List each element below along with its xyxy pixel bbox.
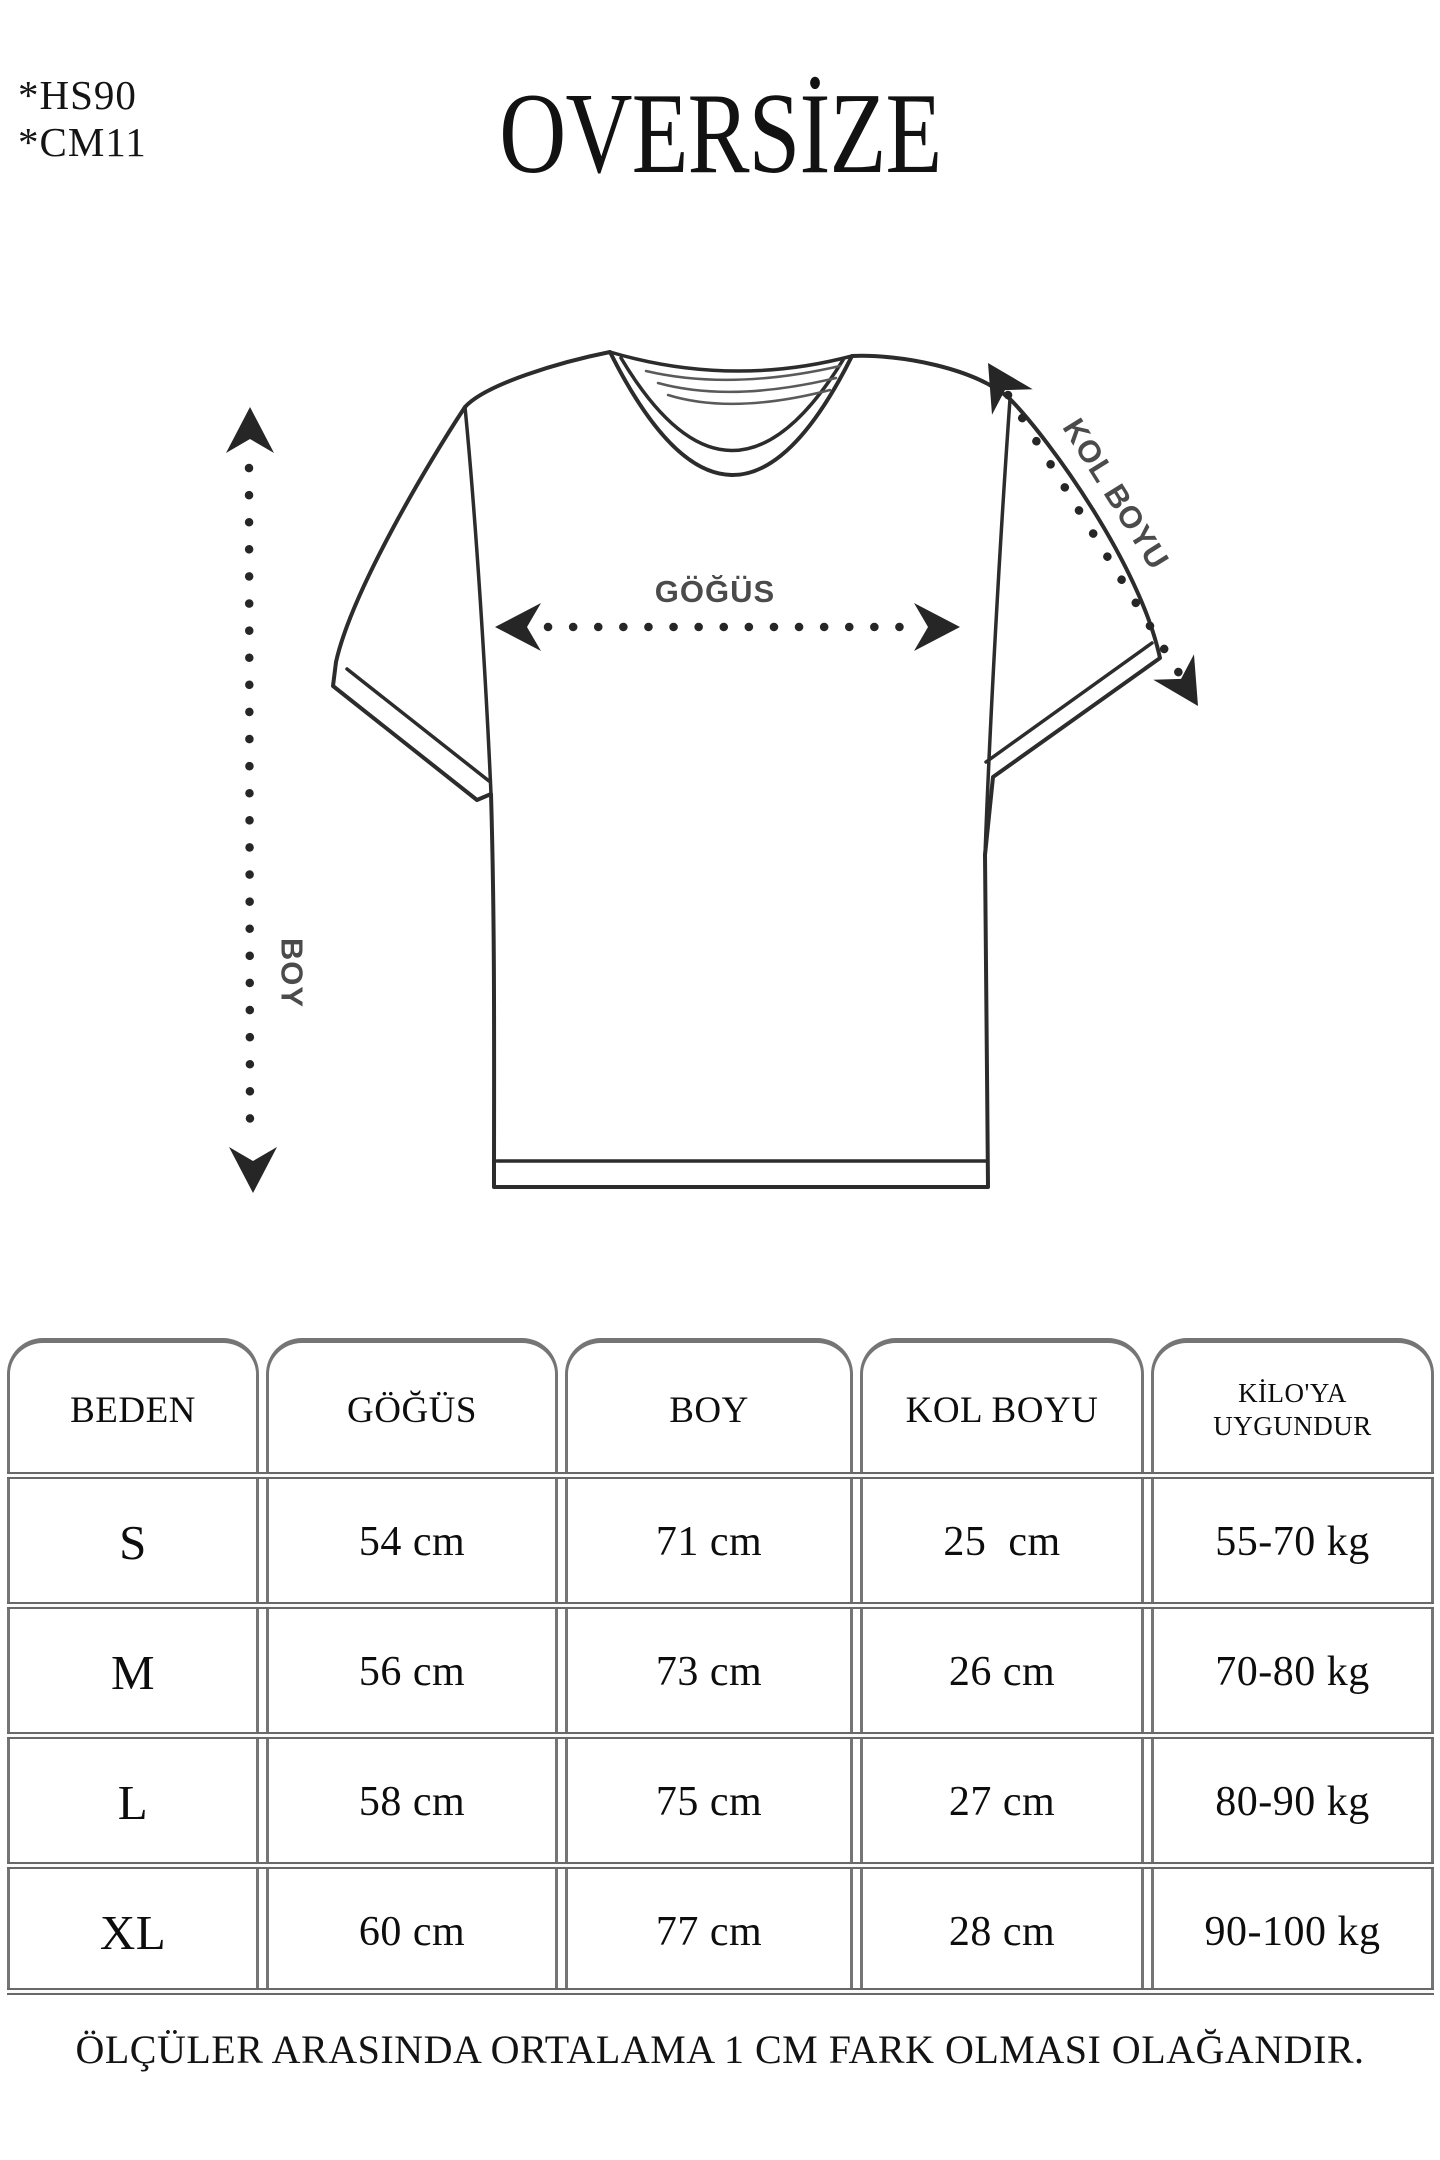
column-header: KOL BOYU — [905, 1389, 1099, 1431]
table-cell: 56 cm — [358, 1649, 466, 1695]
length-arrow: BOY — [226, 407, 310, 1193]
column-header: KİLO'YA UYGUNDUR — [1154, 1343, 1431, 1477]
table-cell: 77 cm — [655, 1909, 763, 1955]
tshirt-details — [345, 350, 1154, 1163]
length-label: BOY — [275, 938, 310, 1008]
size-l: L — [117, 1774, 149, 1830]
tshirt-measurement-diagram: GÖĞÜS BOY KOL BOYU — [226, 350, 1219, 1193]
product-code-1: *HS90 — [18, 72, 137, 118]
length-arrowhead-top — [226, 407, 274, 453]
table-cell: 26 cm — [948, 1649, 1056, 1695]
column-kol-boyu: KOL BOYU 25 cm 26 cm 27 cm 28 cm — [860, 1338, 1144, 1995]
page-title: OVERSİZE — [498, 70, 942, 198]
chest-label: GÖĞÜS — [655, 574, 775, 609]
column-boy: BOY 71 cm 73 cm 75 cm 77 cm — [565, 1338, 853, 1995]
right-shoulder-seam — [983, 397, 1012, 857]
size-m: M — [110, 1644, 156, 1700]
product-code-2: *CM11 — [18, 119, 147, 165]
table-cell: 75 cm — [655, 1779, 763, 1825]
collar-back-line — [608, 350, 854, 373]
row-separator — [7, 1732, 1434, 1739]
left-shoulder-seam — [463, 405, 493, 796]
collar-ribbing — [644, 364, 842, 406]
table-cell: 80-90 kg — [1215, 1779, 1370, 1825]
size-table: BEDEN S M L XL GÖĞÜS 54 cm 56 cm 58 cm 6… — [7, 1338, 1434, 1995]
table-cell: 73 cm — [655, 1649, 763, 1695]
column-header-label: KİLO'YA UYGUNDUR — [1213, 1378, 1372, 1441]
column-header: BEDEN — [70, 1389, 196, 1431]
row-separator — [7, 1472, 1434, 1479]
table-cell: 55-70 kg — [1215, 1519, 1370, 1565]
table-cell: 90-100 kg — [1204, 1909, 1381, 1955]
size-s: S — [119, 1514, 147, 1570]
row-separator — [7, 1862, 1434, 1869]
length-arrowhead-bottom — [229, 1147, 277, 1193]
row-separator — [7, 1602, 1434, 1609]
table-cell: 28 cm — [948, 1909, 1056, 1955]
table-cell: 54 cm — [358, 1519, 466, 1565]
column-gogus: GÖĞÜS 54 cm 56 cm 58 cm 60 cm — [266, 1338, 558, 1995]
product-codes: *HS90 *CM11 — [18, 72, 147, 166]
column-beden: BEDEN S M L XL — [7, 1338, 259, 1995]
table-cell: 27 cm — [948, 1779, 1056, 1825]
size-xl: XL — [99, 1904, 167, 1960]
tolerance-note: ÖLÇÜLER ARASINDA ORTALAMA 1 CM FARK OLMA… — [75, 2027, 1365, 2072]
page-title-wrap: OVERSİZE — [0, 76, 1440, 192]
tshirt-outline — [331, 350, 1162, 1189]
table-cell: 25 cm — [943, 1519, 1061, 1565]
right-cuff-line — [984, 641, 1154, 764]
column-kiloya-uygundur: KİLO'YA UYGUNDUR 55-70 kg 70-80 kg 80-90… — [1151, 1338, 1434, 1995]
sleeve-arrowhead-bottom — [1153, 654, 1219, 719]
table-cell: 70-80 kg — [1215, 1649, 1370, 1695]
collar-band-line — [619, 356, 845, 453]
table-cell: 60 cm — [358, 1909, 466, 1955]
left-cuff-line — [345, 667, 491, 783]
table-cell: 58 cm — [358, 1779, 466, 1825]
column-header: BOY — [669, 1389, 749, 1431]
chest-arrow: GÖĞÜS — [495, 574, 960, 651]
table-cell: 71 cm — [655, 1519, 763, 1565]
column-header: GÖĞÜS — [347, 1389, 477, 1431]
table-bottom-line — [7, 1988, 1434, 1995]
